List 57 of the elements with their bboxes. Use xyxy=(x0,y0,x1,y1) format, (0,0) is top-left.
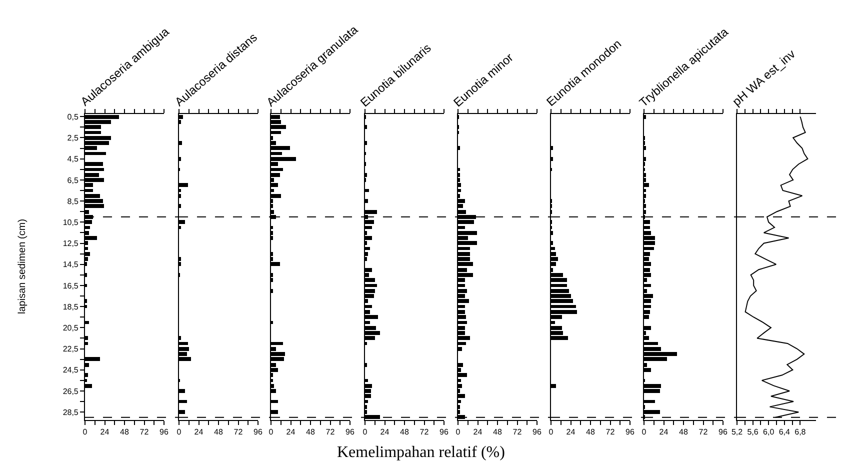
x-tick-label: 96 xyxy=(160,428,169,437)
x-tick-label: 96 xyxy=(254,428,263,437)
y-tick-label: 26,5 xyxy=(62,386,79,396)
y-tick-label: 22,5 xyxy=(62,344,79,354)
x-tick-label: 24 xyxy=(286,428,296,437)
x-tick-label: 96 xyxy=(718,428,728,437)
x-tick-label: 0 xyxy=(548,428,554,437)
x-tick-label: 0 xyxy=(362,428,368,437)
x-tick-label: 48 xyxy=(214,428,224,437)
x-tick-label: 72 xyxy=(234,428,244,437)
x-tick-label: 48 xyxy=(120,428,130,437)
x-tick-label: 48 xyxy=(306,428,316,437)
x-tick-label: 72 xyxy=(420,428,430,437)
x-tick-label: 24 xyxy=(380,428,390,437)
y-tick-label: 2,5 xyxy=(67,134,79,143)
x-tick-label: 0 xyxy=(82,428,88,437)
x-tick-label: 0 xyxy=(268,428,274,437)
x-tick-label: 24 xyxy=(100,428,110,437)
x-tick-label: 96 xyxy=(346,428,355,437)
x-tick-label: 0 xyxy=(456,428,461,437)
x-tick-label: 72 xyxy=(512,428,522,437)
x-tick-label: 72 xyxy=(140,428,150,437)
x-tick-label: 96 xyxy=(440,428,449,437)
x-tick-label: 96 xyxy=(626,428,635,437)
x-tick-label: 6,0 xyxy=(763,428,775,437)
y-tick-label: 12,5 xyxy=(62,239,79,248)
y-axis-title: lapisan sedimen (cm) xyxy=(17,218,28,314)
y-tick-label: 16,5 xyxy=(62,281,79,290)
y-tick-label: 14,5 xyxy=(62,260,79,270)
x-tick-label: 48 xyxy=(400,428,410,437)
x-tick-label: 6,4 xyxy=(778,428,791,437)
x-tick-label: 24 xyxy=(566,428,576,437)
x-tick-label: 5,6 xyxy=(747,428,759,437)
x-tick-label: 96 xyxy=(532,428,542,437)
x-tick-label: 6,8 xyxy=(794,428,806,437)
x-axis-title: Kemelimpahan relatif (%) xyxy=(337,444,505,461)
y-tick-label: 0,5 xyxy=(67,112,79,122)
x-tick-label: 0 xyxy=(176,428,182,437)
x-tick-label: 48 xyxy=(493,428,502,437)
x-tick-label: 0 xyxy=(642,428,647,437)
y-tick-label: 20,5 xyxy=(62,323,79,332)
y-tick-label: 4,5 xyxy=(67,154,79,164)
x-tick-label: 72 xyxy=(326,428,336,437)
y-tick-label: 6,5 xyxy=(67,176,79,185)
y-tick-label: 28,5 xyxy=(62,408,79,417)
x-tick-label: 48 xyxy=(679,428,688,437)
x-tick-label: 72 xyxy=(606,428,616,437)
y-tick-label: 18,5 xyxy=(62,302,79,312)
x-tick-label: 24 xyxy=(194,428,204,437)
x-tick-label: 48 xyxy=(586,428,596,437)
y-tick-label: 24,5 xyxy=(62,366,79,375)
y-tick-label: 8,5 xyxy=(67,196,79,206)
x-tick-label: 5,2 xyxy=(731,428,744,437)
y-tick-label: 10,5 xyxy=(62,218,79,227)
x-tick-label: 24 xyxy=(659,428,669,437)
x-tick-label: 72 xyxy=(698,428,708,437)
x-tick-label: 24 xyxy=(473,428,483,437)
